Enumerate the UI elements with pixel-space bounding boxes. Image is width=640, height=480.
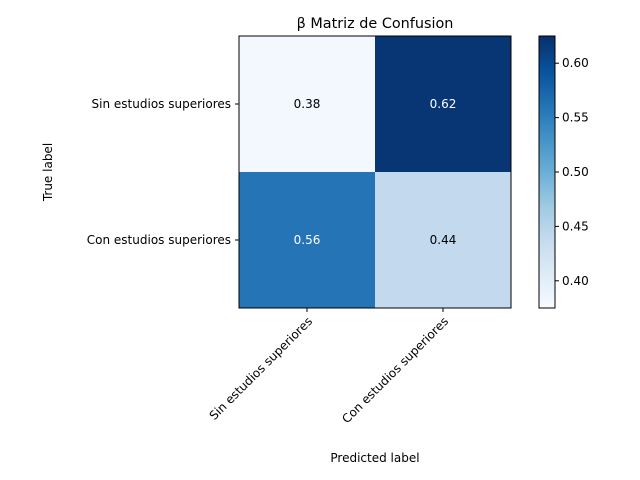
x-axis-ticks: Sin estudios superiores Con estudios supe… [207, 308, 451, 426]
heatmap-cell-0-0 [239, 36, 375, 172]
heatmap-cell-labels: 0.38 0.62 0.56 0.44 [294, 97, 457, 247]
y-axis-ticks: Sin estudios superiores Con estudios supe… [87, 97, 239, 247]
colorbar-tick-label: 0.60 [562, 56, 589, 70]
heatmap-cell-1-1 [375, 172, 511, 308]
colorbar-tick-label: 0.45 [562, 219, 589, 233]
colorbar-tick-label: 0.55 [562, 111, 589, 125]
y-tick-label: Sin estudios superiores [92, 97, 231, 111]
colorbar-tick-label: 0.50 [562, 165, 589, 179]
heatmap-cell-1-0 [239, 172, 375, 308]
cell-value-label-0-1: 0.62 [430, 97, 457, 111]
plot-frame [238, 35, 512, 309]
cell-value-label-0-0: 0.38 [294, 97, 321, 111]
x-tick-label: Sin estudios superiores [207, 314, 316, 423]
chart-title: β Matriz de Confusion [297, 16, 454, 32]
heatmap-cell-0-1 [375, 36, 511, 172]
colorbar [539, 36, 555, 308]
y-tick-label: Con estudios superiores [87, 233, 231, 247]
heatmap-cells [239, 36, 511, 308]
colorbar-tick-label: 0.40 [562, 274, 589, 288]
x-tick-label: Con estudios superiores [339, 314, 451, 426]
cell-value-label-1-0: 0.56 [294, 233, 321, 247]
y-axis-label: True label [41, 143, 55, 202]
x-axis-label: Predicted label [330, 451, 419, 465]
cell-value-label-1-1: 0.44 [430, 233, 457, 247]
colorbar-ticks: 0.40 0.45 0.50 0.55 0.60 [555, 56, 589, 288]
